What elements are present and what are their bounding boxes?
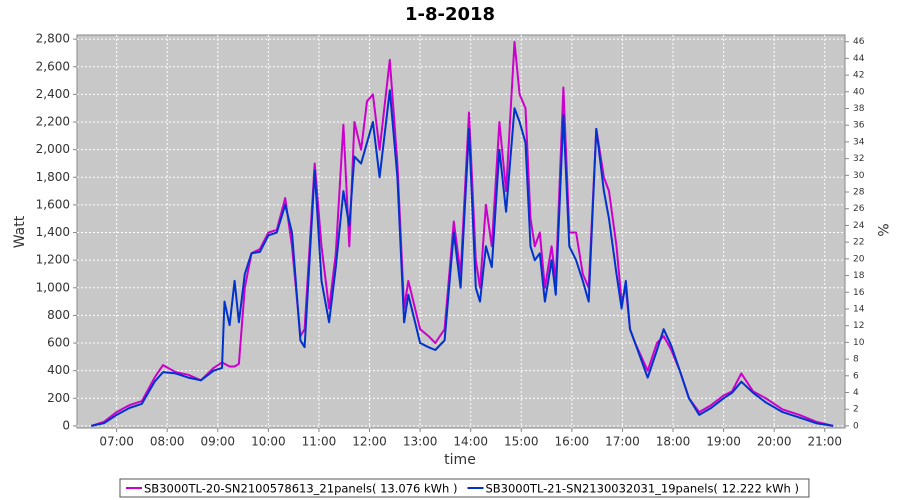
y-tick-label: 2,400: [36, 87, 70, 101]
y-tick-label: 200: [47, 391, 70, 405]
x-tick-label: 21:00: [807, 435, 842, 449]
x-tick-label: 11:00: [302, 435, 337, 449]
x-tick-label: 14:00: [453, 435, 488, 449]
legend-text: SB3000TL-20-SN2100578613_21panels( 13.07…: [144, 482, 457, 496]
y2-tick-label: 26: [853, 204, 865, 214]
y-axis-label: Watt: [12, 215, 28, 248]
x-tick-label: 08:00: [150, 435, 185, 449]
y2-tick-label: 16: [853, 288, 865, 298]
y-tick-label: 1,400: [36, 225, 70, 239]
y-tick-label: 2,000: [36, 142, 70, 156]
y2-tick-label: 36: [853, 121, 865, 131]
chart-title: 1-8-2018: [405, 4, 495, 25]
y2-tick-label: 22: [853, 238, 864, 248]
y2-tick-label: 32: [853, 154, 864, 164]
legend-box: [119, 478, 810, 498]
x-tick-label: 16:00: [555, 435, 590, 449]
y-tick-label: 1,600: [36, 197, 70, 211]
y-tick-label: 400: [47, 363, 70, 377]
y2-tick-label: 10: [853, 338, 865, 348]
y2-tick-label: 34: [853, 137, 865, 147]
x-tick-label: 07:00: [99, 435, 134, 449]
y2-tick-label: 8: [853, 355, 859, 365]
y2-tick-label: 42: [853, 71, 864, 81]
y2-tick-label: 30: [853, 171, 865, 181]
y-tick-label: 1,800: [36, 170, 70, 184]
y-tick-label: 2,200: [36, 115, 70, 129]
x-tick-label: 20:00: [757, 435, 792, 449]
x-tick-label: 09:00: [200, 435, 235, 449]
x-tick-label: 12:00: [352, 435, 387, 449]
y2-tick-label: 18: [853, 271, 865, 281]
y2-tick-label: 44: [853, 54, 865, 64]
plot-area: [76, 34, 846, 429]
y2-tick-label: 46: [853, 37, 865, 47]
y-tick-label: 800: [47, 308, 70, 322]
y2-tick-label: 20: [853, 254, 865, 264]
x-tick-label: 17:00: [605, 435, 640, 449]
x-tick-label: 18:00: [656, 435, 691, 449]
y-tick-label: 1,000: [36, 280, 70, 294]
y-tick-label: 0: [62, 418, 70, 432]
y2-tick-label: 6: [853, 371, 859, 381]
x-tick-label: 15:00: [504, 435, 539, 449]
x-axis-label: time: [444, 452, 476, 468]
y-tick-label: 600: [47, 336, 70, 350]
y2-tick-label: 4: [853, 388, 859, 398]
y2-tick-label: 14: [853, 304, 865, 314]
y-tick-label: 2,800: [36, 32, 70, 46]
x-tick-label: 13:00: [403, 435, 438, 449]
y2-axis-label: %: [874, 223, 890, 236]
y2-tick-label: 24: [853, 221, 865, 231]
y2-tick-label: 40: [853, 87, 865, 97]
x-tick-label: 10:00: [251, 435, 286, 449]
y-tick-label: 1,200: [36, 253, 70, 267]
y2-tick-label: 28: [853, 188, 865, 198]
y2-tick-label: 2: [853, 405, 859, 415]
legend-text: SB3000TL-21-SN2130032031_19panels( 12.22…: [485, 482, 798, 496]
y2-tick-label: 12: [853, 321, 864, 331]
y2-tick-label: 38: [853, 104, 865, 114]
legend: SB3000TL-20-SN2100578613_21panels( 13.07…: [119, 478, 810, 498]
x-tick-label: 19:00: [706, 435, 741, 449]
y-tick-label: 2,600: [36, 59, 70, 73]
series-line: [91, 89, 834, 427]
y2-tick-label: 0: [853, 421, 859, 431]
